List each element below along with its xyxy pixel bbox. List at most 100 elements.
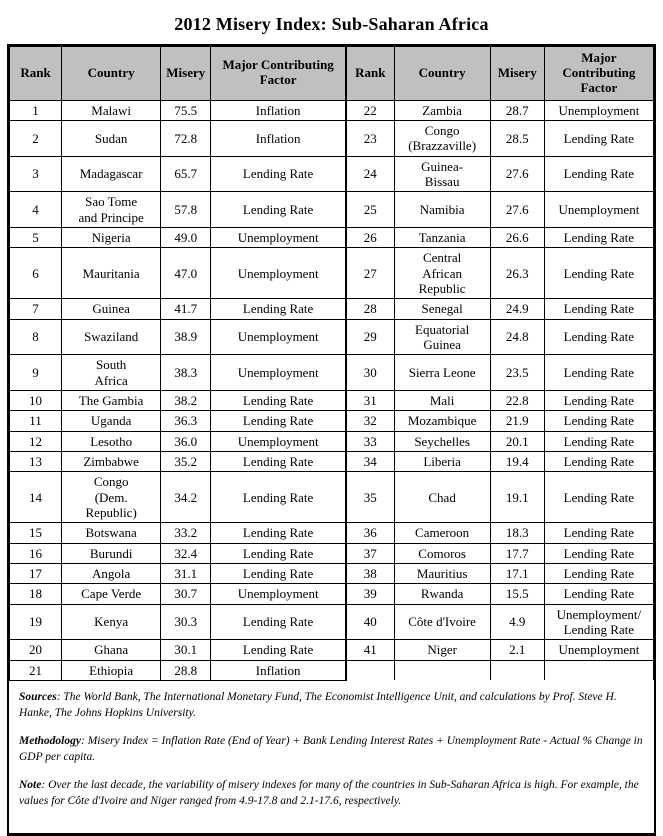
country-cell: Malawi: [61, 99, 162, 122]
rank-cell: 25: [345, 191, 395, 229]
factor-cell: Lending Rate: [210, 603, 347, 641]
factor-cell: Lending Rate: [210, 563, 347, 585]
rank-cell: [345, 659, 395, 681]
rank-cell: 32: [345, 410, 395, 432]
misery-cell: 28.8: [160, 659, 212, 681]
misery-cell: 27.6: [489, 155, 545, 193]
rank-cell: 18: [8, 583, 63, 605]
table-row: 8 Swaziland 38.9 Unemployment 29 Equatorial G…: [8, 318, 655, 356]
table-row: 1 Malawi 75.5 Inflation 22 Zambia 28.7 Unemploy…: [8, 99, 655, 122]
country-cell: Madagascar: [61, 155, 162, 193]
factor-cell: Inflation: [210, 120, 347, 157]
misery-cell: 33.2: [160, 522, 212, 544]
country-cell: Guinea: [61, 298, 162, 320]
factor-cell: Unemployment: [543, 639, 655, 661]
document-page: 2012 Misery Index: Sub-Saharan Africa Ra…: [7, 14, 656, 836]
variability-note: Note: Over the last decade, the variabil…: [19, 778, 644, 809]
country-cell: Mozambique: [393, 410, 491, 432]
factor-cell: Inflation: [210, 659, 347, 681]
rank-cell: 7: [8, 298, 63, 320]
misery-cell: 18.3: [489, 522, 545, 544]
country-cell: Rwanda: [393, 583, 491, 605]
country-cell: Tanzania: [393, 227, 491, 249]
header-row: Rank Country Misery Major Contributing F…: [8, 46, 655, 101]
rank-cell: 37: [345, 542, 395, 565]
misery-cell: 35.2: [160, 451, 212, 473]
misery-cell: 72.8: [160, 120, 212, 157]
factor-cell: Inflation: [210, 99, 347, 122]
misery-cell: 15.5: [489, 583, 545, 605]
factor-cell: Lending Rate: [543, 120, 655, 157]
country-cell: Côte d'Ivoire: [393, 603, 491, 641]
table-row: 15 Botswana 33.2 Lending Rate 36 Cameroon 18.3…: [8, 522, 655, 544]
country-cell: Lesotho: [61, 430, 162, 453]
country-cell: Congo (Brazzaville): [393, 120, 491, 157]
header-factor-right: Major Contributing Factor: [543, 46, 655, 101]
methodology-text: : Misery Index = Inflation Rate (End of …: [19, 735, 643, 763]
misery-cell: 38.3: [160, 354, 212, 392]
misery-cell: 49.0: [160, 227, 212, 249]
country-cell: Ethiopia: [61, 659, 162, 681]
table-row: 6 Mauritania 47.0 Unemployment 27 Central Afr…: [8, 247, 655, 300]
country-cell: South Africa: [61, 354, 162, 392]
factor-cell: Lending Rate: [210, 155, 347, 193]
misery-cell: 36.0: [160, 430, 212, 453]
table-row: 10 The Gambia 38.2 Lending Rate 31 Mali 22.8 Le…: [8, 390, 655, 412]
factor-cell: Lending Rate: [543, 583, 655, 605]
country-cell: Guinea- Bissau: [393, 155, 491, 193]
country-cell: Botswana: [61, 522, 162, 544]
misery-cell: 17.1: [489, 563, 545, 585]
country-cell: Central African Republic: [393, 247, 491, 300]
rank-cell: 5: [8, 227, 63, 249]
table-row: 4 Sao Tome and Principe 57.8 Lending Rate 25…: [8, 191, 655, 229]
country-cell: Niger: [393, 639, 491, 661]
rank-cell: 41: [345, 639, 395, 661]
misery-cell: 30.3: [160, 603, 212, 641]
factor-cell: Lending Rate: [543, 451, 655, 473]
rank-cell: 15: [8, 522, 63, 544]
misery-cell: [489, 659, 545, 681]
factor-cell: Lending Rate: [210, 522, 347, 544]
factor-cell: Unemployment: [543, 99, 655, 122]
footnotes: Sources: The World Bank, The Internation…: [9, 681, 654, 833]
header-country-right: Country: [393, 46, 491, 101]
table-row: 20 Ghana 30.1 Lending Rate 41 Niger 2.1 Unemplo…: [8, 639, 655, 661]
factor-cell: Lending Rate: [210, 390, 347, 412]
misery-cell: 28.5: [489, 120, 545, 157]
factor-cell: Unemployment: [210, 318, 347, 356]
header-rank-left: Rank: [8, 46, 63, 101]
misery-cell: 19.1: [489, 471, 545, 524]
rank-cell: 16: [8, 542, 63, 565]
table-row: 19 Kenya 30.3 Lending Rate 40 Côte d'Ivoire 4.…: [8, 603, 655, 641]
rank-cell: 17: [8, 563, 63, 585]
country-cell: Sudan: [61, 120, 162, 157]
misery-cell: 21.9: [489, 410, 545, 432]
factor-cell: Lending Rate: [210, 410, 347, 432]
factor-cell: Lending Rate: [543, 247, 655, 300]
factor-cell: Lending Rate: [210, 639, 347, 661]
rank-cell: 28: [345, 298, 395, 320]
table-row: 9 South Africa 38.3 Unemployment 30 Sierra Le…: [8, 354, 655, 392]
table-row: 5 Nigeria 49.0 Unemployment 26 Tanzania 26.6 Le…: [8, 227, 655, 249]
country-cell: Zimbabwe: [61, 451, 162, 473]
rank-cell: 8: [8, 318, 63, 356]
misery-cell: 65.7: [160, 155, 212, 193]
country-cell: Nigeria: [61, 227, 162, 249]
rank-cell: 2: [8, 120, 63, 157]
misery-cell: 24.9: [489, 298, 545, 320]
factor-cell: Lending Rate: [543, 354, 655, 392]
factor-cell: Lending Rate: [543, 298, 655, 320]
country-cell: Comoros: [393, 542, 491, 565]
misery-cell: 20.1: [489, 430, 545, 453]
country-cell: Sao Tome and Principe: [61, 191, 162, 229]
misery-cell: 26.6: [489, 227, 545, 249]
rank-cell: 1: [8, 99, 63, 122]
misery-cell: 36.3: [160, 410, 212, 432]
rank-cell: 35: [345, 471, 395, 524]
country-cell: Sierra Leone: [393, 354, 491, 392]
page-title: 2012 Misery Index: Sub-Saharan Africa: [174, 14, 489, 34]
rank-cell: 27: [345, 247, 395, 300]
table-row: 18 Cape Verde 30.7 Unemployment 39 Rwanda 15.5…: [8, 583, 655, 605]
header-misery-right: Misery: [489, 46, 545, 101]
rank-cell: 26: [345, 227, 395, 249]
